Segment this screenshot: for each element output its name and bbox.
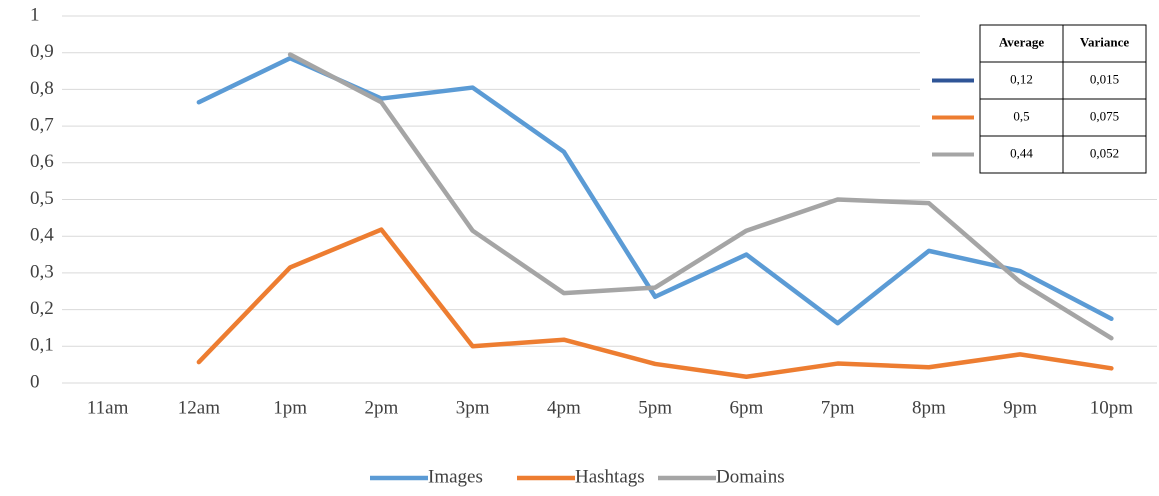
x-tick-label: 11am xyxy=(87,397,129,418)
y-tick-label: 0,6 xyxy=(30,151,54,172)
x-tick-label: 1pm xyxy=(273,397,307,418)
x-tick-label: 9pm xyxy=(1003,397,1037,418)
x-tick-label: 7pm xyxy=(821,397,855,418)
x-tick-label: 4pm xyxy=(547,397,581,418)
y-tick-label: 1 xyxy=(30,4,40,25)
y-tick-label: 0,2 xyxy=(30,298,54,319)
x-tick-label: 10pm xyxy=(1090,397,1134,418)
y-tick-label: 0 xyxy=(30,371,40,392)
legend-label: Domains xyxy=(716,466,785,487)
y-tick-label: 0,5 xyxy=(30,188,54,209)
y-tick-label: 0,7 xyxy=(30,114,54,135)
series-line xyxy=(287,52,1114,341)
y-tick-label: 0,4 xyxy=(30,225,54,246)
x-tick-label: 8pm xyxy=(912,397,946,418)
x-tick-label: 6pm xyxy=(729,397,763,418)
x-tick-label: 3pm xyxy=(456,397,490,418)
y-tick-label: 0,1 xyxy=(30,335,54,356)
table-cell: 0,12 xyxy=(1010,71,1033,86)
table-cell: 0,075 xyxy=(1090,108,1119,123)
table-cell: 0,5 xyxy=(1013,108,1029,123)
x-tick-label: 12am xyxy=(178,397,220,418)
legend-label: Hashtags xyxy=(575,466,645,487)
table-cell: 0,015 xyxy=(1090,71,1119,86)
legend-label: Images xyxy=(428,466,483,487)
x-tick-label: 5pm xyxy=(638,397,672,418)
x-tick-label: 2pm xyxy=(364,397,398,418)
y-tick-label: 0,8 xyxy=(30,78,54,99)
table-cell: 0,052 xyxy=(1090,145,1119,160)
table-header: Variance xyxy=(1080,34,1130,49)
table-cell: 0,44 xyxy=(1010,145,1033,160)
y-tick-label: 0,3 xyxy=(30,261,54,282)
series-line xyxy=(196,227,1114,380)
table-header: Average xyxy=(999,34,1044,49)
y-tick-label: 0,9 xyxy=(30,41,54,62)
